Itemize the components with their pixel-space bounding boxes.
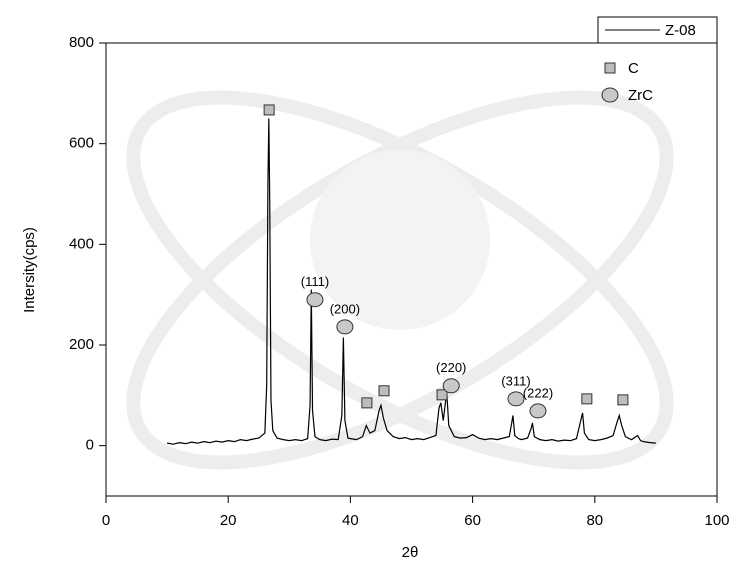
plot-frame	[105, 42, 718, 497]
peak-label: (222)	[523, 385, 553, 400]
peak-marker	[529, 403, 547, 419]
x-axis-label: 2θ	[402, 544, 419, 561]
peak-marker	[436, 389, 448, 401]
peak-marker	[617, 394, 629, 406]
y-tick-label: 200	[69, 336, 94, 353]
peak-marker	[601, 87, 619, 103]
peak-marker	[361, 397, 373, 409]
legend-label: C	[628, 60, 639, 77]
y-axis-label: Intersity(cps)	[21, 227, 38, 313]
peak-marker	[581, 393, 593, 405]
peak-marker	[442, 378, 460, 394]
peak-marker	[336, 319, 354, 335]
y-tick-label: 800	[69, 34, 94, 51]
x-tick-label: 60	[464, 512, 481, 529]
x-tick-label: 40	[342, 512, 359, 529]
x-tick-label: 100	[704, 512, 729, 529]
y-tick-label: 600	[69, 135, 94, 152]
peak-label: (220)	[436, 360, 466, 375]
peak-marker	[378, 385, 390, 397]
peak-label: (311)	[501, 373, 530, 388]
peak-label: (200)	[330, 301, 360, 316]
y-tick-label: 400	[69, 235, 94, 252]
x-tick-label: 0	[102, 512, 110, 529]
peak-marker	[306, 292, 324, 308]
legend-label: ZrC	[628, 87, 653, 104]
y-tick-label: 0	[86, 437, 94, 454]
peak-marker	[507, 391, 525, 407]
watermark	[126, 90, 674, 470]
x-tick-label: 80	[586, 512, 603, 529]
peak-marker	[263, 104, 275, 116]
legend-label: Z-08	[665, 22, 696, 39]
peak-label: (111)	[301, 274, 329, 289]
peak-marker	[604, 62, 616, 74]
x-tick-label: 20	[220, 512, 237, 529]
data-line	[167, 118, 656, 445]
